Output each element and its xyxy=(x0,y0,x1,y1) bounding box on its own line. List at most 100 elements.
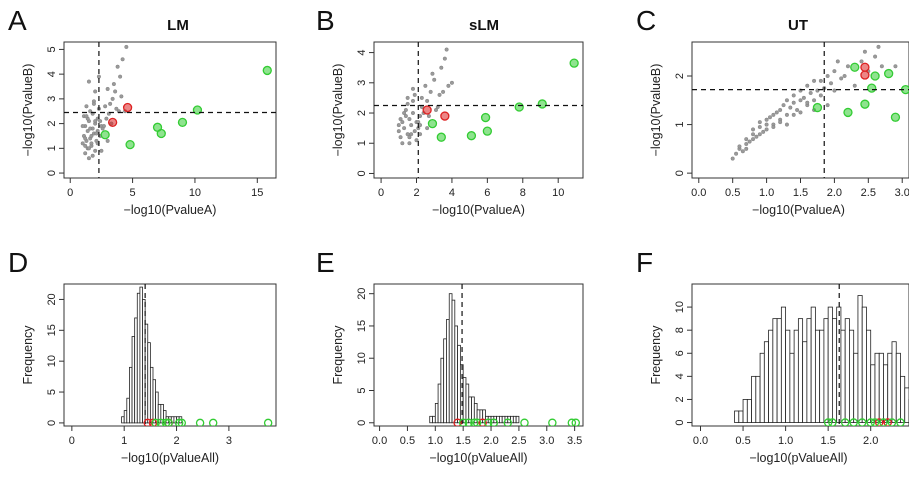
background-point xyxy=(88,126,93,131)
y-tick-label: 0 xyxy=(46,420,58,426)
background-point xyxy=(825,103,830,108)
background-point xyxy=(115,64,120,69)
green-marker xyxy=(828,418,837,426)
x-axis-label: −log10(PvalueA) xyxy=(752,203,845,217)
y-tick-label: 3 xyxy=(356,80,368,86)
histogram-bar xyxy=(866,329,872,423)
x-tick-label: 1.5 xyxy=(821,435,836,447)
histogram-bar xyxy=(763,341,769,423)
x-tick-label: 2.5 xyxy=(511,435,526,447)
panel-title: sLM xyxy=(469,17,499,34)
green-marker xyxy=(151,418,160,426)
background-point xyxy=(85,129,90,134)
histogram-bar xyxy=(895,352,901,423)
background-point xyxy=(84,104,89,109)
green-marker xyxy=(472,418,482,426)
highlight-red-point xyxy=(107,117,118,128)
background-point xyxy=(832,69,837,74)
histogram-bar xyxy=(793,329,799,423)
highlight-green-point xyxy=(177,117,188,128)
plot-frame xyxy=(373,283,584,427)
background-point xyxy=(737,144,742,149)
histogram-bar xyxy=(849,329,855,423)
background-point xyxy=(91,101,96,106)
background-point xyxy=(113,89,118,94)
x-tick-label: 1.0 xyxy=(759,187,774,199)
histogram-bar xyxy=(457,344,461,424)
histogram-bar xyxy=(844,318,850,423)
background-point xyxy=(832,88,837,93)
y-tick-label: 20 xyxy=(46,293,58,305)
background-point xyxy=(90,153,95,158)
x-tick-label: 4 xyxy=(449,187,455,199)
highlight-green-point xyxy=(569,58,579,68)
green-marker xyxy=(161,418,171,426)
histogram-bar xyxy=(768,329,774,423)
histogram-bar xyxy=(759,352,765,423)
background-point xyxy=(89,141,94,146)
green-marker xyxy=(208,418,218,426)
background-point xyxy=(444,47,449,52)
histogram-bar xyxy=(874,352,880,423)
background-point xyxy=(398,135,403,140)
plot-area xyxy=(374,42,583,178)
green-marker xyxy=(484,418,493,426)
y-axis-label: Frequency xyxy=(21,325,35,385)
background-point xyxy=(808,90,813,95)
background-point xyxy=(893,64,898,69)
y-tick-label: 2 xyxy=(674,396,686,402)
panel-label: E xyxy=(316,247,335,278)
histogram-bar xyxy=(814,329,821,423)
background-point xyxy=(441,89,446,94)
histogram-bar xyxy=(780,306,787,423)
background-point xyxy=(852,83,857,88)
y-tick-label: 2 xyxy=(356,110,368,116)
background-point xyxy=(730,156,735,161)
histogram-bar xyxy=(434,403,439,424)
highlight-green-point xyxy=(537,99,547,109)
histogram-bar xyxy=(823,318,829,423)
background-point xyxy=(757,132,762,137)
green-marker xyxy=(458,418,468,426)
y-tick-label: 2 xyxy=(674,73,686,79)
y-tick-label: 5 xyxy=(46,389,58,395)
plot-area xyxy=(429,284,581,426)
background-point xyxy=(400,120,405,125)
histogram-bar xyxy=(437,383,442,424)
histogram-bar xyxy=(515,415,520,424)
x-tick-label: 0 xyxy=(378,187,384,199)
green-marker xyxy=(571,418,581,426)
y-tick-label: 1 xyxy=(674,122,686,128)
background-point xyxy=(432,77,437,82)
y-tick-label: 5 xyxy=(356,387,368,393)
background-point xyxy=(89,133,94,138)
background-point xyxy=(98,119,103,124)
x-tick-label: 3.5 xyxy=(567,435,582,447)
background-point xyxy=(439,65,444,70)
histogram-bar xyxy=(451,299,456,424)
background-point xyxy=(120,57,125,62)
background-point xyxy=(410,86,415,91)
highlight-red-point xyxy=(122,102,133,113)
red-marker xyxy=(148,418,158,426)
highlight-green-point xyxy=(890,112,901,122)
y-axis-label: Frequency xyxy=(649,325,663,385)
y-tick-label: 10 xyxy=(356,352,368,364)
background-point xyxy=(83,151,88,156)
background-point xyxy=(442,56,447,61)
highlight-green-point xyxy=(156,128,166,139)
x-tick-label: 1.5 xyxy=(456,435,471,447)
highlight-green-point xyxy=(100,130,110,140)
histogram-bar xyxy=(446,319,450,424)
x-axis-label: −log10(PvalueA) xyxy=(124,203,217,217)
y-tick-label: 0 xyxy=(674,170,686,176)
highlight-red-point xyxy=(422,105,432,115)
histogram-bar xyxy=(440,357,445,424)
plot-frame xyxy=(63,41,277,179)
panel-e: E 0.0 0.5 1.0 1.5 2.0 2.5 3.0 3.5 0 5 10 15 20 −log10(… xyxy=(316,247,584,465)
background-point xyxy=(83,136,88,141)
background-point xyxy=(784,112,789,117)
plot-area xyxy=(121,284,273,426)
background-point xyxy=(400,141,405,146)
x-tick-label: 1.5 xyxy=(793,187,808,199)
